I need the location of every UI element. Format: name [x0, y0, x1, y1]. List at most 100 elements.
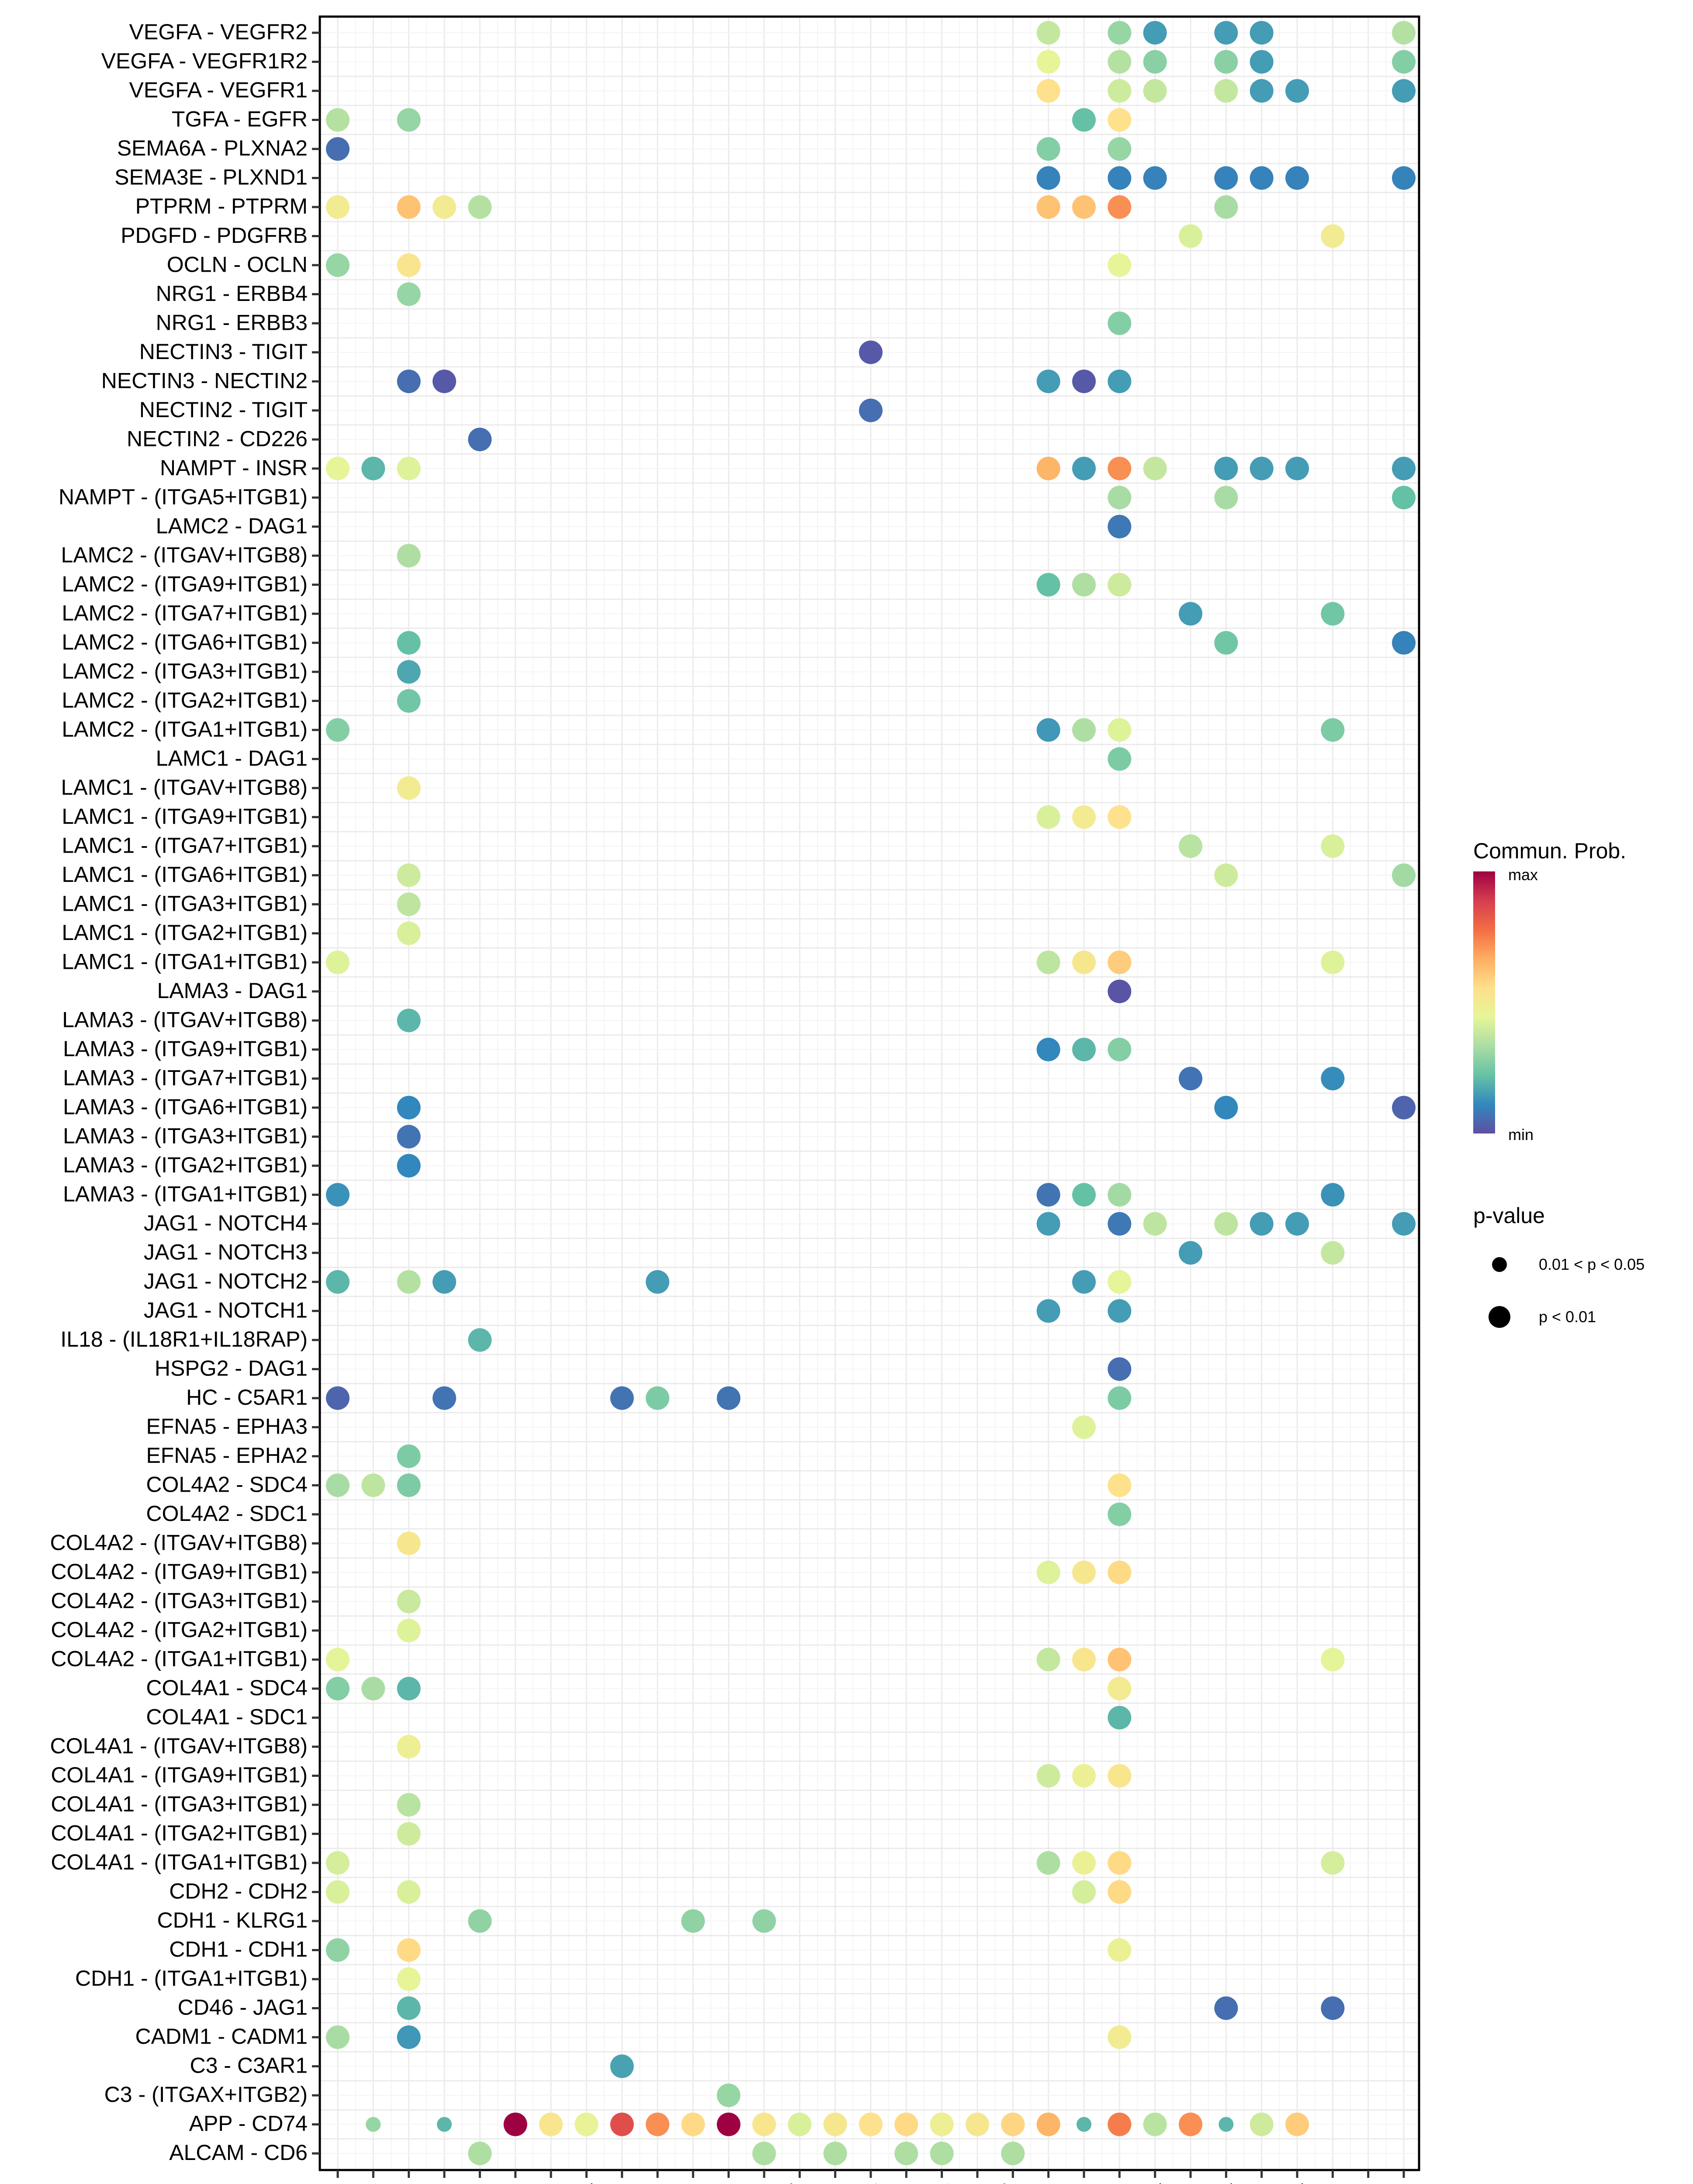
data-point — [1392, 863, 1416, 887]
data-point — [397, 1735, 421, 1759]
y-tick-label: JAG1 - NOTCH1 — [144, 1298, 308, 1323]
y-tick-label: COL4A2 - (ITGA9+ITGB1) — [51, 1559, 308, 1584]
x-tick-label: CHO -> SMC — [1177, 2183, 1201, 2184]
y-tick-label: VEGFA - VEGFR2 — [129, 20, 308, 44]
x-tick-label: CHO -> CAF — [1070, 2183, 1094, 2184]
data-point — [1250, 50, 1274, 74]
y-tick-label: COL4A1 - (ITGA3+ITGB1) — [51, 1792, 308, 1816]
y-tick-label: APP - CD74 — [189, 2111, 308, 2136]
y-tick-label: CDH1 - (ITGA1+ITGB1) — [75, 1966, 308, 1990]
data-point — [1108, 573, 1132, 597]
data-point — [1108, 1386, 1132, 1410]
data-point — [1214, 631, 1238, 655]
y-tick-label: COL4A1 - (ITGA9+ITGB1) — [51, 1763, 308, 1787]
data-point — [1321, 1241, 1345, 1265]
y-tick-label: JAG1 - NOTCH2 — [144, 1269, 308, 1293]
y-tick-label: HC - C5AR1 — [186, 1385, 308, 1410]
y-tick-label: COL4A2 - (ITGA2+ITGB1) — [51, 1617, 308, 1642]
y-tick-label: ALCAM - CD6 — [169, 2140, 308, 2165]
data-point — [326, 1473, 350, 1497]
data-points — [326, 21, 1416, 2165]
y-tick-label: IL18 - (IL18R1+IL18RAP) — [60, 1327, 308, 1351]
data-point — [1321, 834, 1345, 858]
data-point — [468, 195, 492, 219]
x-tick-label: CHO -> MVA — [1141, 2183, 1166, 2184]
data-point — [1108, 21, 1132, 45]
data-point — [1108, 1270, 1132, 1294]
data-point — [397, 1154, 421, 1178]
y-tick-label: CADM1 - CADM1 — [135, 2024, 308, 2049]
data-point — [610, 2054, 634, 2078]
data-point — [681, 1909, 705, 1933]
data-point — [1179, 2112, 1202, 2136]
data-point — [326, 1648, 350, 1672]
data-point — [397, 1822, 421, 1846]
size-legend-title: p-value — [1473, 1203, 1545, 1228]
data-point — [1179, 224, 1202, 248]
y-tick-label: C3 - (ITGAX+ITGB2) — [104, 2082, 308, 2107]
data-point — [1392, 486, 1416, 510]
x-tick-label: CHO -> PFIB — [1390, 2183, 1414, 2184]
y-tick-label: LAMC2 - (ITGAV+ITGB8) — [61, 543, 308, 567]
data-point — [397, 1880, 421, 1904]
data-point — [326, 253, 350, 277]
y-tick-label: VEGFA - VEGFR1 — [129, 78, 308, 102]
data-point — [397, 660, 421, 684]
y-tick-label: COL4A1 - (ITGA2+ITGB1) — [51, 1821, 308, 1845]
data-point — [1214, 863, 1238, 887]
y-tick-label: JAG1 - NOTCH4 — [144, 1211, 308, 1235]
x-tick-label: CHO -> KUP — [608, 2183, 633, 2184]
data-point — [1392, 166, 1416, 190]
data-point — [1143, 2112, 1167, 2136]
data-point — [1072, 195, 1096, 219]
data-point — [823, 2142, 847, 2165]
data-point — [1108, 2112, 1132, 2136]
data-point — [1036, 2112, 1060, 2136]
data-point — [1108, 1037, 1132, 1061]
data-point — [326, 1270, 350, 1294]
data-point — [1036, 50, 1060, 74]
data-point — [1108, 1938, 1132, 1962]
x-tick-label: CHO -> PERI — [1319, 2183, 1343, 2184]
data-point — [1321, 224, 1345, 248]
data-point — [1036, 137, 1060, 161]
data-point — [433, 195, 456, 219]
y-tick-label: NECTIN2 - TIGIT — [139, 397, 308, 422]
data-point — [1214, 79, 1238, 103]
y-tick-label: COL4A2 - (ITGA1+ITGB1) — [51, 1647, 308, 1671]
data-point — [1077, 2117, 1091, 2132]
x-tick-label: CHO -> TFH — [466, 2183, 491, 2184]
data-point — [1108, 1676, 1132, 1700]
data-point — [468, 2142, 492, 2165]
data-point — [1108, 1706, 1132, 1730]
x-axis: CHO -> HEP CHO -> STM CHO -> CHO CHO -> pDC… — [324, 2170, 1414, 2184]
data-point — [1108, 2025, 1132, 2049]
data-point — [1108, 1212, 1132, 1236]
x-tick-label: CHO -> CD8TEFF — [679, 2183, 704, 2184]
data-point — [1108, 1473, 1132, 1497]
data-point — [366, 2117, 381, 2132]
y-tick-label: SEMA3E - PLXND1 — [114, 165, 308, 190]
y-axis: VEGFA - VEGFR2 VEGFA - VEGFR1R2 VEGFA - VE… — [50, 20, 320, 2165]
data-point — [1072, 1183, 1096, 1207]
data-point — [1285, 456, 1309, 480]
data-point — [397, 892, 421, 916]
data-point — [397, 456, 421, 480]
x-tick-label: CHO -> PVA — [1283, 2183, 1308, 2184]
data-point — [1108, 50, 1132, 74]
data-point — [1321, 1648, 1345, 1672]
data-point — [646, 1386, 669, 1410]
data-point — [1214, 486, 1238, 510]
data-point — [397, 544, 421, 568]
y-tick-label: LAMC2 - (ITGA3+ITGB1) — [62, 659, 308, 683]
y-tick-label: LAMC1 - DAG1 — [156, 746, 308, 771]
data-point — [1072, 1764, 1096, 1788]
y-tick-label: COL4A1 - SDC4 — [146, 1676, 308, 1700]
data-point — [1072, 108, 1096, 132]
color-legend-min-label: min — [1508, 1126, 1534, 1144]
data-point — [610, 1386, 634, 1410]
x-tick-label: CHO -> SEC — [1248, 2183, 1272, 2184]
data-point — [1072, 1270, 1096, 1294]
data-point — [859, 398, 883, 422]
data-point — [1321, 1851, 1345, 1875]
